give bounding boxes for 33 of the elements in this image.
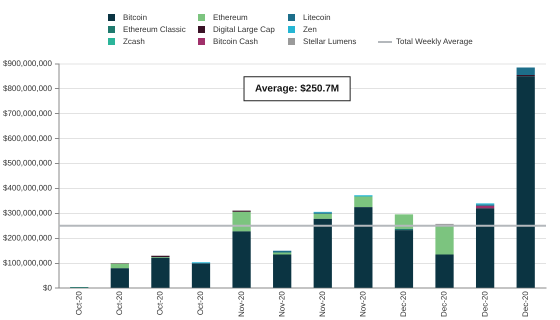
y-tick-label: $600,000,000 (3, 134, 52, 143)
x-tick-label: Dec-20 (520, 290, 530, 318)
legend-label: Bitcoin Cash (213, 37, 258, 46)
y-tick-label: $900,000,000 (3, 59, 52, 68)
x-tick-label: Nov-20 (277, 290, 286, 318)
legend-label: Digital Large Cap (213, 25, 275, 34)
legend-label: Stellar Lumens (303, 37, 356, 46)
y-tick-label: $500,000,000 (3, 158, 52, 168)
y-tick-label: $100,000,000 (3, 258, 52, 268)
x-tick-label: Dec-20 (399, 290, 408, 318)
legend-label: Total Weekly Average (396, 37, 473, 46)
legend-label: Zen (303, 25, 317, 34)
x-tick-label: Oct-20 (156, 290, 165, 316)
x-tick-label: Oct-20 (115, 290, 124, 316)
x-tick-label: Dec-20 (480, 290, 490, 318)
x-tick-label: Nov-20 (358, 290, 368, 318)
y-tick-label: $300,000,000 (3, 208, 52, 218)
legend-label: Bitcoin (123, 13, 148, 22)
y-tick-label: $400,000,000 (3, 184, 52, 193)
y-tick-label: $700,000,000 (3, 108, 52, 118)
legend-label: Ethereum (213, 13, 248, 22)
y-tick-label: $200,000,000 (3, 234, 52, 243)
x-tick-label: Oct-20 (196, 290, 206, 316)
y-tick-label: $0 (43, 283, 52, 292)
x-tick-label: Nov-20 (318, 290, 327, 318)
legend-label: Litecoin (303, 13, 331, 22)
x-tick-label: Dec-20 (440, 290, 449, 318)
x-tick-label: Oct-20 (74, 290, 84, 316)
x-tick-label: Nov-20 (236, 290, 246, 318)
legend-label: Zcash (123, 37, 145, 46)
legend-label: Ethereum Classic (123, 25, 186, 34)
y-tick-label: $800,000,000 (3, 84, 52, 93)
annotation: Average: $250.7M (255, 84, 340, 95)
